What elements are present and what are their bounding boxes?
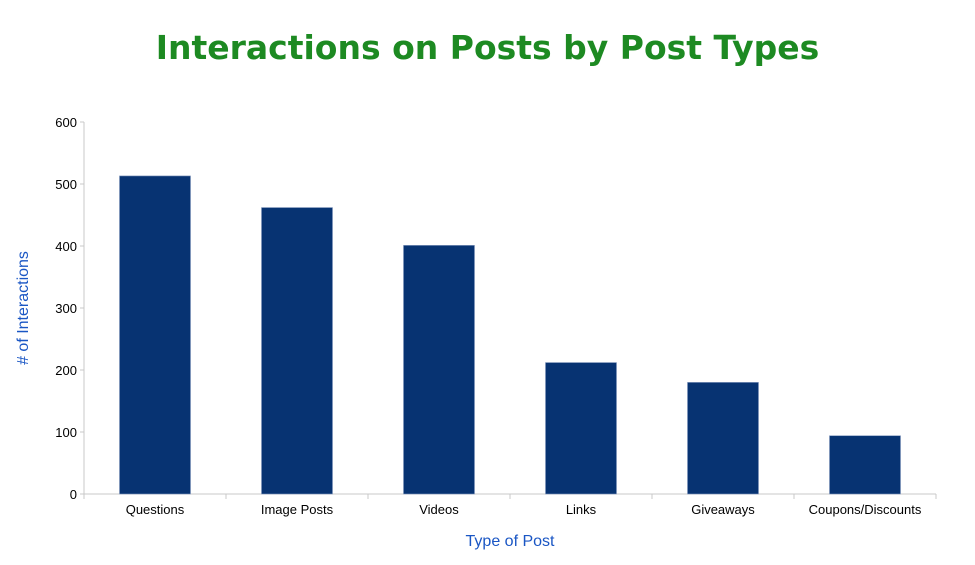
bar-image-posts bbox=[261, 207, 333, 495]
x-tick-label: Questions bbox=[126, 502, 185, 517]
x-tick-label: Image Posts bbox=[261, 502, 334, 517]
y-axis-label: # of Interactions bbox=[15, 251, 32, 365]
x-tick-label: Giveaways bbox=[691, 502, 755, 517]
bar-coupons-discounts bbox=[829, 435, 901, 495]
y-tick-label: 100 bbox=[55, 425, 77, 440]
y-tick-label: 600 bbox=[55, 115, 77, 130]
x-tick-label: Coupons/Discounts bbox=[809, 502, 922, 517]
bar-links bbox=[545, 362, 617, 495]
chart-title: Interactions on Posts by Post Types bbox=[155, 28, 820, 67]
y-tick-label: 400 bbox=[55, 239, 77, 254]
x-tick-label: Videos bbox=[419, 502, 459, 517]
bar-questions bbox=[119, 175, 191, 495]
y-tick-label: 0 bbox=[70, 487, 77, 502]
y-tick-label: 500 bbox=[55, 177, 77, 192]
bar-giveaways bbox=[687, 382, 759, 495]
bar-videos bbox=[403, 245, 475, 495]
x-tick-label: Links bbox=[566, 502, 597, 517]
y-tick-label: 200 bbox=[55, 363, 77, 378]
y-tick-label: 300 bbox=[55, 301, 77, 316]
x-axis-label: Type of Post bbox=[466, 533, 555, 550]
